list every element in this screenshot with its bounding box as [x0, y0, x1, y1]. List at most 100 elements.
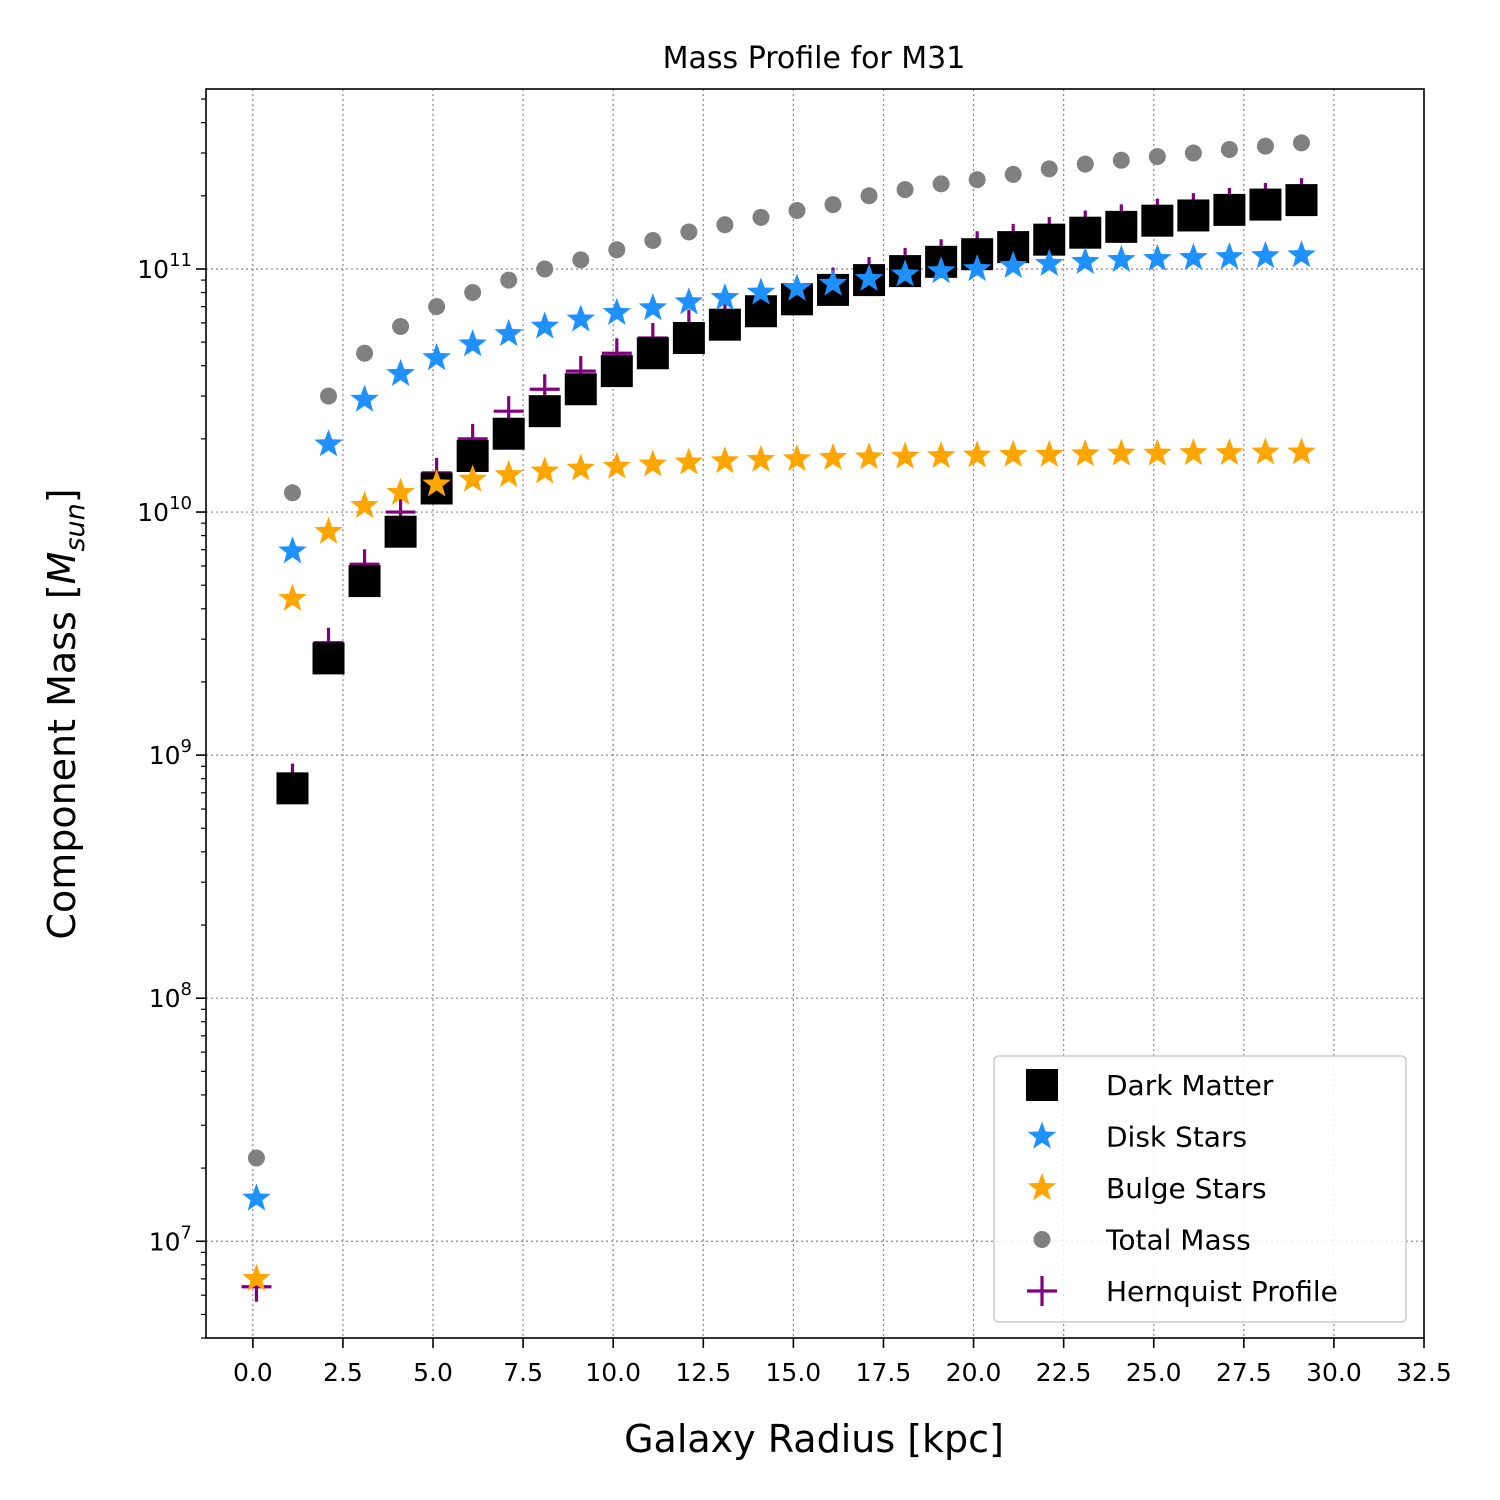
data-point [350, 490, 379, 519]
data-point [528, 395, 561, 428]
data-point [392, 317, 410, 335]
y-tick-base: 10 [149, 1227, 181, 1256]
data-point [674, 287, 704, 315]
data-point [530, 311, 559, 339]
series-total-mass [247, 134, 1310, 1167]
data-point [1076, 155, 1094, 173]
y-axis-title-main: Component Mass [ [40, 584, 84, 939]
data-point [998, 250, 1028, 278]
data-point [602, 297, 632, 325]
data-point [926, 256, 956, 284]
data-point [422, 343, 451, 371]
x-axis-ticks: 0.0 2.5 5.0 7.5 10.0 12.5 15.0 17.5 20.0 22.5 25.0… [233, 1338, 1452, 1387]
x-tick-label: 10.0 [585, 1358, 641, 1387]
x-tick-label: 0.0 [233, 1358, 273, 1387]
data-point [1141, 204, 1174, 237]
plot-area-frame [205, 88, 1425, 1339]
legend: Dark Matter Disk Stars Bulge Stars Total Ma… [993, 1055, 1407, 1323]
data-point [1148, 148, 1166, 166]
data-point [926, 441, 956, 469]
data-point [708, 308, 741, 341]
data-point [854, 263, 884, 292]
data-point [1220, 141, 1238, 159]
data-point [1215, 242, 1244, 270]
legend-label: Bulge Stars [1106, 1172, 1267, 1205]
y-tick-exponent: 9 [181, 736, 192, 757]
data-point [1034, 439, 1064, 467]
data-point [1256, 137, 1274, 155]
x-axis-title: Galaxy Radius [kpc] [624, 1417, 1004, 1461]
data-point [572, 251, 590, 269]
y-tick-label: 108 [149, 979, 192, 1013]
data-point [348, 565, 381, 598]
data-point [932, 175, 950, 193]
data-point [1105, 210, 1138, 243]
x-tick-label: 7.5 [503, 1358, 543, 1387]
y-tick-base: 10 [149, 741, 181, 770]
data-point [242, 1183, 271, 1211]
legend-item: Hernquist Profile [1027, 1275, 1338, 1308]
data-point [242, 1263, 271, 1292]
data-point [896, 181, 914, 199]
data-point [458, 464, 487, 492]
legend-marker [1026, 1069, 1058, 1101]
x-tick-label: 25.0 [1126, 1358, 1182, 1387]
chart-title: Mass Profile for M31 [663, 41, 966, 76]
data-point [1177, 199, 1210, 232]
data-point [818, 442, 848, 471]
data-point [782, 444, 812, 472]
data-point [283, 484, 301, 502]
data-point [278, 536, 307, 564]
data-point [968, 171, 986, 189]
y-tick-exponent: 7 [181, 1222, 192, 1243]
data-point [422, 469, 451, 497]
data-point [746, 444, 776, 472]
y-tick-label: 109 [149, 736, 192, 770]
data-point [1184, 144, 1202, 162]
data-point [1112, 151, 1130, 169]
data-point [494, 319, 523, 347]
data-point [356, 344, 374, 362]
data-point [824, 196, 842, 214]
data-point [1249, 188, 1282, 221]
legend-item: Total Mass [1033, 1224, 1251, 1257]
data-point [998, 439, 1028, 467]
y-axis-title-end: ] [40, 488, 84, 503]
data-point [314, 516, 343, 544]
data-point [247, 1149, 265, 1167]
data-point [1251, 437, 1280, 465]
data-point [1251, 241, 1280, 269]
data-point [1071, 246, 1100, 274]
y-tick-base: 10 [137, 498, 169, 527]
data-point [890, 259, 920, 287]
data-point [536, 260, 554, 278]
data-point [710, 282, 740, 311]
data-point [710, 446, 740, 474]
y-axis-title-symbol: M [40, 552, 84, 585]
y-tick-exponent: 11 [169, 250, 192, 271]
data-point [1292, 134, 1310, 152]
data-point [608, 241, 626, 259]
legend-item: Disk Stars [1027, 1121, 1247, 1154]
legend-label: Total Mass [1105, 1224, 1251, 1257]
data-point [1034, 248, 1064, 276]
x-tick-label: 22.5 [1036, 1358, 1092, 1387]
x-tick-label: 15.0 [766, 1358, 822, 1387]
data-point [638, 449, 668, 477]
legend-marker [1027, 1173, 1057, 1201]
data-point [854, 442, 884, 470]
data-point [384, 515, 417, 548]
data-point [494, 460, 523, 488]
data-point [320, 387, 338, 405]
data-point [644, 231, 662, 249]
legend-item: Dark Matter [1026, 1069, 1274, 1102]
data-point [1069, 216, 1102, 249]
data-point [386, 477, 415, 505]
data-point [600, 355, 633, 388]
data-point [788, 201, 806, 219]
legend-marker [1033, 1231, 1051, 1248]
data-point [314, 429, 343, 457]
x-tick-label: 12.5 [675, 1358, 731, 1387]
data-point [782, 273, 812, 301]
